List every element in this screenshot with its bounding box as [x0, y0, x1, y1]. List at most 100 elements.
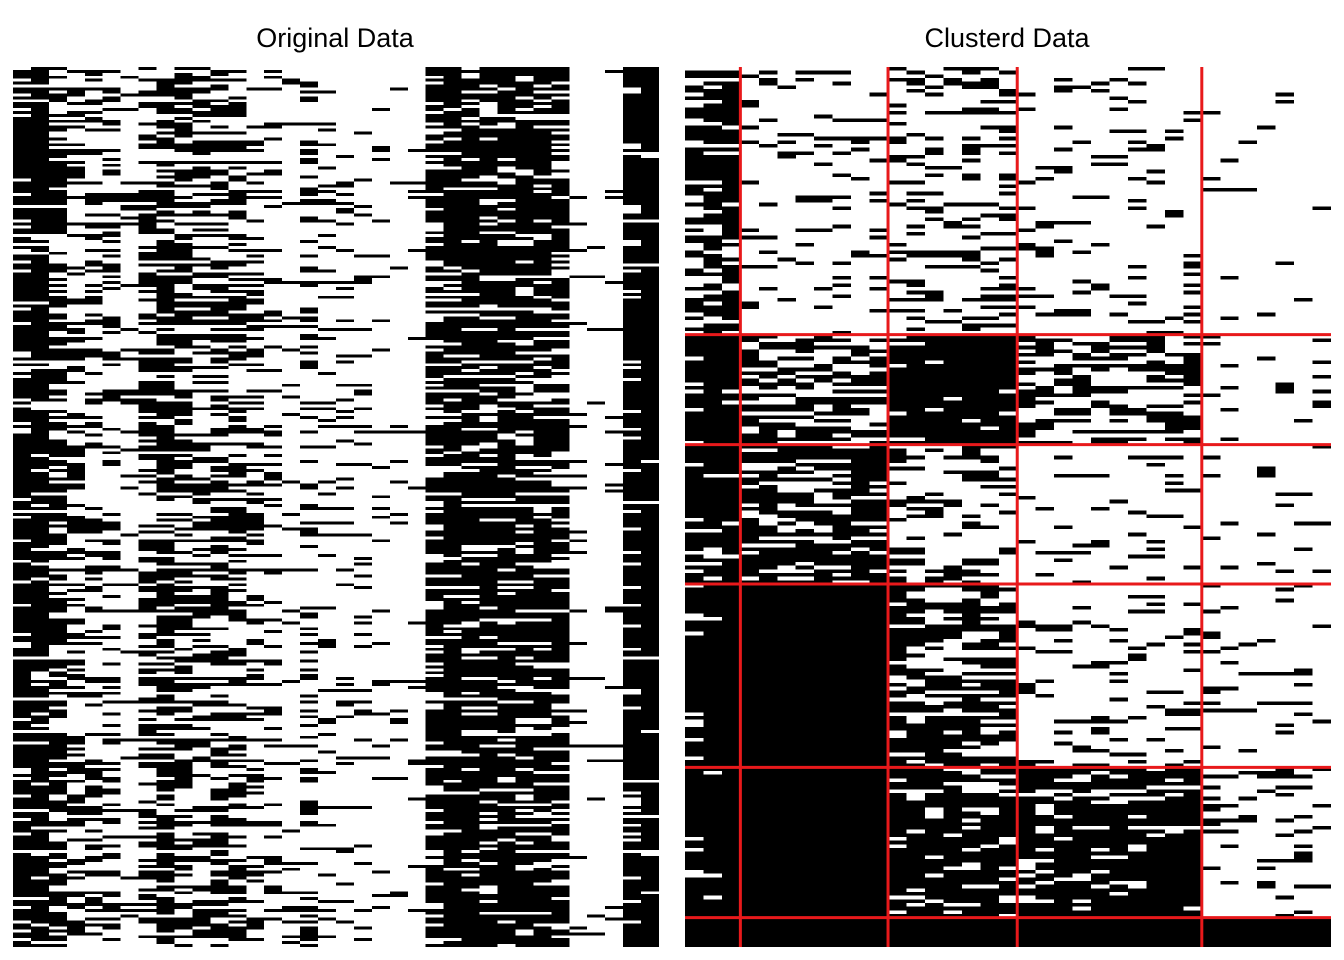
- heatmap-cell: [210, 817, 247, 821]
- heatmap-cell: [228, 363, 247, 367]
- heatmap-cell: [30, 108, 49, 111]
- heatmap-cell: [479, 495, 552, 499]
- heatmap-cell: [66, 859, 103, 862]
- heatmap-cell: [228, 773, 247, 777]
- heatmap-cell: [156, 87, 229, 91]
- heatmap-cell: [13, 471, 49, 475]
- heatmap-cell: [48, 93, 67, 97]
- heatmap-cell: [998, 635, 1018, 639]
- heatmap-cell: [888, 716, 907, 720]
- heatmap-cell: [924, 694, 962, 698]
- heatmap-cell: [888, 558, 925, 562]
- heatmap-cell: [906, 738, 981, 742]
- heatmap-cell: [515, 518, 552, 522]
- heatmap-cell: [156, 125, 175, 129]
- heatmap-cell: [1127, 199, 1147, 203]
- heatmap-cell: [703, 510, 741, 515]
- heatmap-cell: [13, 289, 49, 293]
- heatmap-cell: [605, 196, 659, 199]
- heatmap-cell: [371, 254, 390, 258]
- heatmap-cell: [641, 295, 659, 299]
- heatmap-cell: [943, 774, 981, 779]
- heatmap-cell: [13, 304, 67, 308]
- heatmap-cell: [703, 70, 741, 75]
- heatmap-cell: [906, 364, 962, 368]
- heatmap-cell: [425, 583, 462, 587]
- heatmap-cell: [740, 180, 759, 185]
- heatmap-cell: [623, 122, 659, 126]
- heatmap-cell: [13, 480, 31, 484]
- heatmap-cell: [623, 155, 642, 158]
- heatmap-cell: [30, 595, 49, 598]
- heatmap-cell: [587, 328, 606, 331]
- heatmap-cell: [515, 753, 552, 757]
- heatmap-cell: [551, 521, 570, 525]
- heatmap-cell: [228, 243, 247, 246]
- heatmap-cell: [443, 275, 480, 279]
- heatmap-cell: [156, 685, 211, 689]
- heatmap-cell: [515, 207, 570, 211]
- heatmap-cell: [156, 861, 175, 865]
- heatmap-cell: [336, 715, 354, 719]
- heatmap-cell: [1109, 738, 1128, 742]
- heatmap-cell: [1017, 818, 1258, 823]
- heatmap-cell: [210, 143, 265, 147]
- heatmap-cell: [246, 515, 265, 519]
- heatmap-cell: [758, 485, 778, 489]
- heatmap-cell: [174, 838, 193, 842]
- heatmap-cell: [13, 545, 49, 549]
- heatmap-cell: [721, 543, 741, 548]
- heatmap-cell: [924, 437, 962, 441]
- heatmap-cell: [353, 204, 372, 208]
- heatmap-cell: [1035, 888, 1128, 892]
- heatmap-cell: [685, 455, 722, 460]
- heatmap-cell: [641, 410, 659, 414]
- heatmap-cell: [13, 504, 31, 507]
- heatmap-cell: [138, 873, 193, 877]
- heatmap-cell: [623, 841, 659, 845]
- heatmap-cell: [623, 448, 659, 452]
- heatmap-cell: [1109, 334, 1128, 339]
- heatmap-cell: [1164, 371, 1202, 375]
- heatmap-cell: [1091, 243, 1110, 247]
- heatmap-cell: [623, 712, 659, 716]
- heatmap-cell: [192, 333, 211, 337]
- heatmap-cell: [685, 822, 944, 826]
- heatmap-cell: [623, 222, 659, 226]
- heatmap-cell: [943, 309, 962, 313]
- heatmap-cell: [174, 433, 229, 437]
- heatmap-cell: [443, 633, 480, 637]
- heatmap-cell: [318, 128, 336, 132]
- heatmap-cell: [721, 576, 741, 581]
- heatmap-cell: [192, 345, 211, 349]
- heatmap-cell: [210, 600, 229, 604]
- heatmap-cell: [533, 885, 570, 889]
- heatmap-cell: [961, 877, 999, 881]
- heatmap-cell: [551, 231, 570, 235]
- heatmap-cell: [353, 574, 372, 578]
- heatmap-cell: [425, 460, 462, 463]
- heatmap-cell: [102, 193, 121, 197]
- heatmap-cell: [246, 879, 265, 883]
- heatmap-cell: [758, 334, 778, 339]
- heatmap-cell: [407, 196, 444, 199]
- heatmap-cell: [623, 636, 659, 639]
- heatmap-cell: [533, 905, 570, 909]
- heatmap-cell: [48, 322, 103, 326]
- heatmap-cell: [623, 254, 659, 258]
- heatmap-cell: [961, 415, 1018, 419]
- heatmap-cell: [102, 809, 157, 813]
- heatmap-cell: [13, 436, 49, 440]
- heatmap-cell: [443, 694, 570, 698]
- heatmap-cell: [1072, 474, 1092, 478]
- heatmap-cell: [13, 292, 49, 296]
- heatmap-cell: [102, 712, 121, 716]
- heatmap-cell: [318, 639, 336, 642]
- heatmap-cell: [924, 378, 981, 383]
- heatmap-cell: [1294, 884, 1331, 889]
- heatmap-cell: [980, 100, 999, 104]
- heatmap-cell: [1091, 356, 1128, 361]
- heatmap-cell: [156, 175, 211, 179]
- heatmap-cell: [425, 184, 498, 188]
- heatmap-cell: [300, 735, 319, 739]
